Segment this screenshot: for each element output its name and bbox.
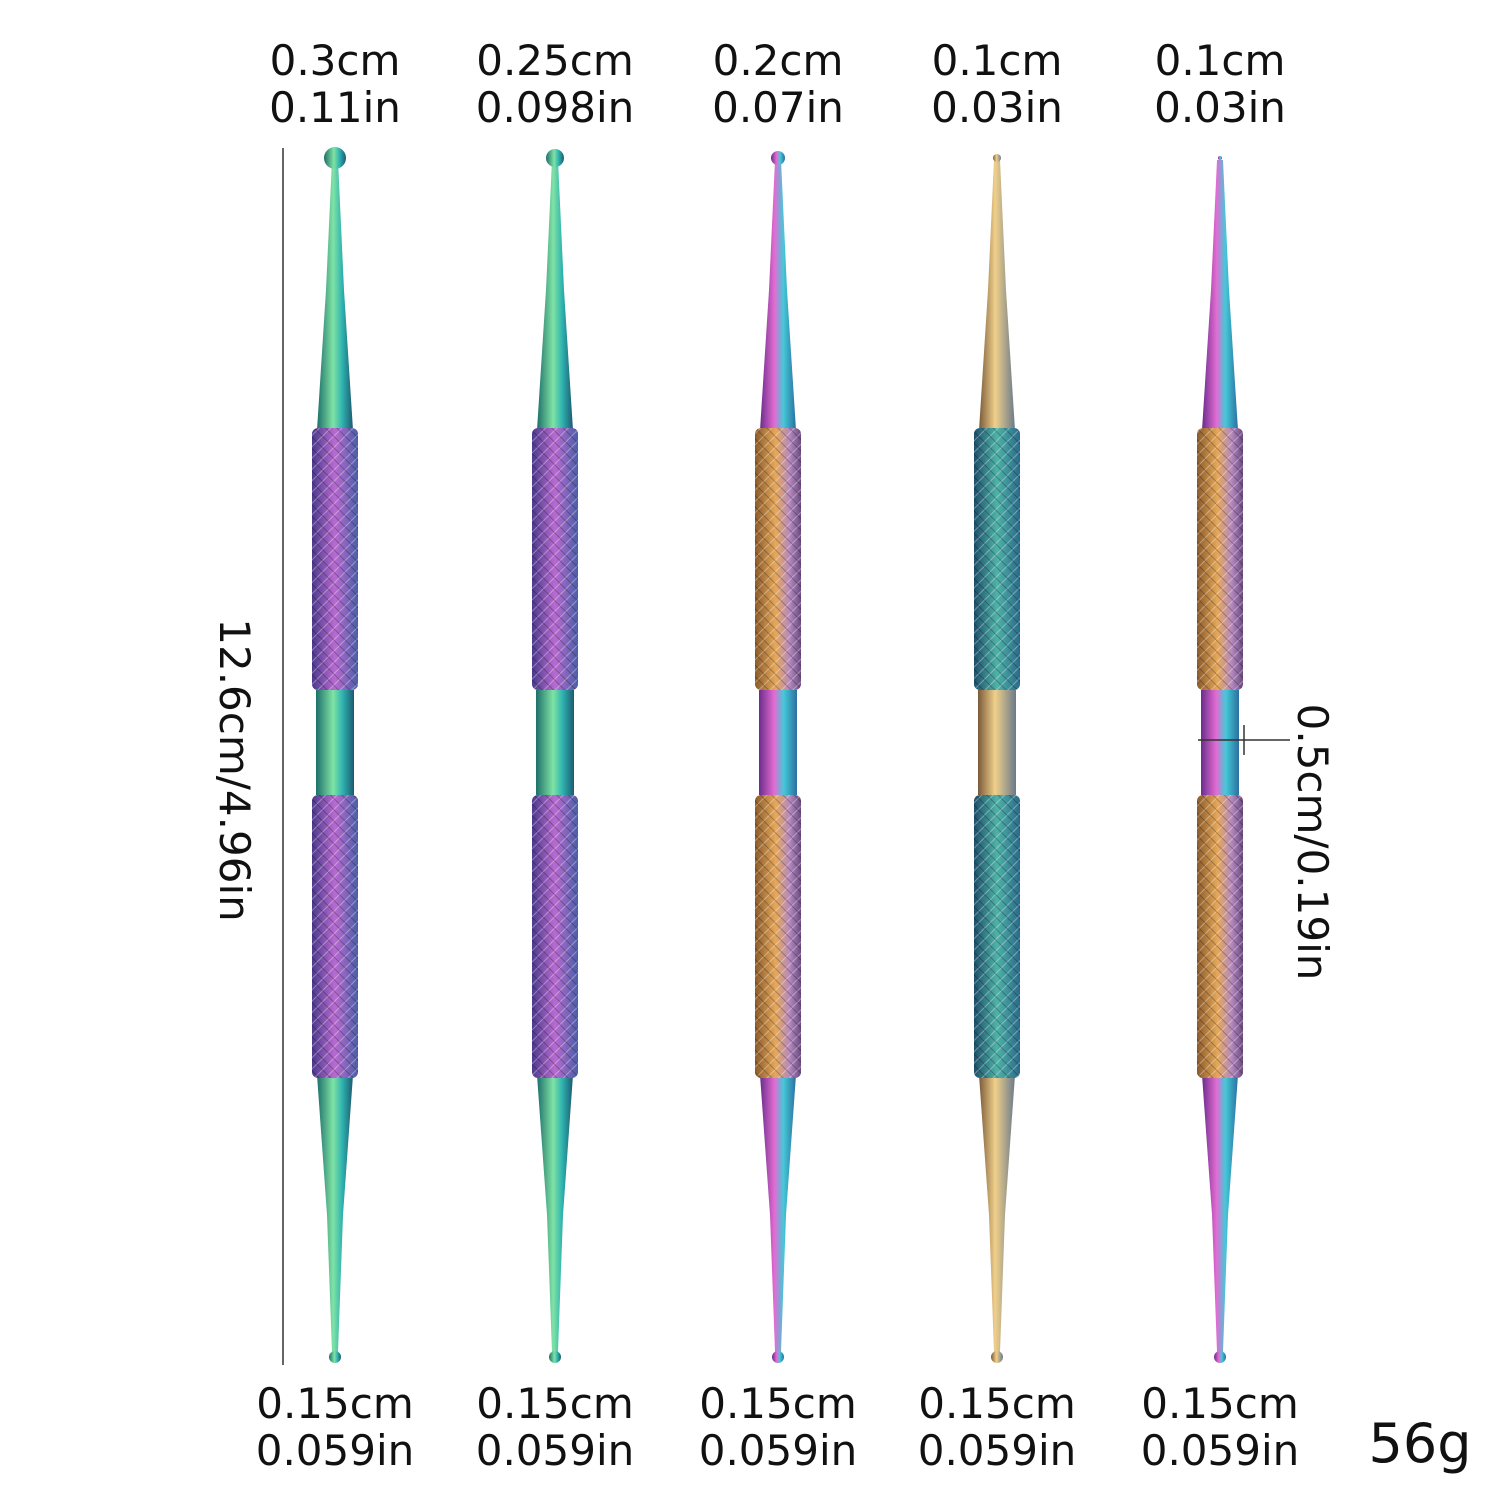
- tool-ring: [316, 690, 354, 795]
- tool-tip: [324, 147, 346, 169]
- top-size-in: 0.03in: [931, 83, 1063, 132]
- tool-knurl: [755, 795, 801, 1078]
- bottom-size-in: 0.059in: [1141, 1426, 1300, 1475]
- bottom-size-in: 0.059in: [918, 1426, 1077, 1475]
- tool-knurl: [1197, 428, 1243, 690]
- weight-label: 56g: [1369, 1412, 1472, 1475]
- top-size-cm: 0.1cm: [1155, 36, 1286, 85]
- top-size-cm: 0.3cm: [270, 36, 401, 85]
- tool-tip: [991, 1351, 1003, 1363]
- tool-tip: [546, 149, 564, 167]
- tool-tip: [771, 151, 785, 165]
- tool-knurl: [532, 428, 578, 690]
- bottom-size-cm: 0.15cm: [699, 1379, 857, 1428]
- tool-tip: [993, 154, 1001, 162]
- tool-knurl: [532, 795, 578, 1078]
- tool-knurl: [1197, 795, 1243, 1078]
- top-size-in: 0.098in: [476, 83, 635, 132]
- bottom-size-cm: 0.15cm: [918, 1379, 1076, 1428]
- top-size-in: 0.03in: [1154, 83, 1286, 132]
- bottom-size-in: 0.059in: [256, 1426, 415, 1475]
- width-label: 0.5cm/0.19in: [1288, 704, 1337, 981]
- tool-tip: [549, 1351, 561, 1363]
- top-size-in: 0.11in: [269, 83, 401, 132]
- bottom-size-cm: 0.15cm: [256, 1379, 414, 1428]
- bottom-size-in: 0.059in: [476, 1426, 635, 1475]
- tool-ring: [536, 690, 574, 795]
- tool-knurl: [755, 428, 801, 690]
- tool-ring: [978, 690, 1016, 795]
- tool-ring: [759, 690, 797, 795]
- bottom-size-in: 0.059in: [699, 1426, 858, 1475]
- tool-knurl: [974, 428, 1020, 690]
- tool-knurl: [312, 795, 358, 1078]
- length-label: 12.6cm/4.96in: [210, 618, 259, 921]
- tools: [312, 147, 1243, 1363]
- bottom-size-cm: 0.15cm: [1141, 1379, 1299, 1428]
- tool-tip: [772, 1351, 784, 1363]
- tool-tip: [1214, 1351, 1226, 1363]
- tool-tip: [1218, 156, 1222, 160]
- top-size-cm: 0.1cm: [932, 36, 1063, 85]
- tool-ring: [1201, 690, 1239, 795]
- top-size-cm: 0.25cm: [476, 36, 634, 85]
- tool-knurl: [974, 795, 1020, 1078]
- tool-tip: [329, 1351, 341, 1363]
- top-size-cm: 0.2cm: [713, 36, 844, 85]
- bottom-size-cm: 0.15cm: [476, 1379, 634, 1428]
- top-size-in: 0.07in: [712, 83, 844, 132]
- tool-knurl: [312, 428, 358, 690]
